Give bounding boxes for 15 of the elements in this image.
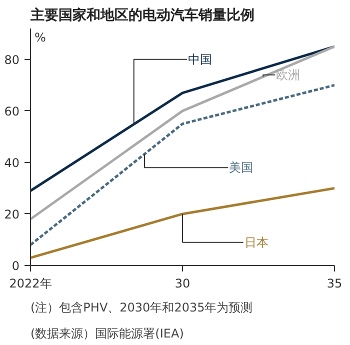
text: (数据来源）国际能源署(IEA) <box>30 326 184 340</box>
text: 日本 <box>244 235 268 250</box>
series-label: 中国 <box>188 52 212 66</box>
chart-title: 主要国家和地区的电动汽车销量比例 <box>30 6 254 24</box>
x-tick-label: 30 <box>174 276 190 290</box>
y-tick-label: 60 <box>4 104 20 118</box>
y-tick-label: 20 <box>4 207 20 222</box>
text: (注）包含PHV、2030年和2035年为预测 <box>30 300 253 314</box>
text: 美国 <box>229 160 254 175</box>
y-tick-label: 80 <box>4 52 20 67</box>
x-tick-label: 35 <box>326 276 342 290</box>
x-tick-label: 2022年 <box>9 276 52 290</box>
y-tick-label: 0 <box>12 259 20 273</box>
y-tick-label: 40 <box>4 156 20 170</box>
y-axis-title: % <box>34 30 46 44</box>
